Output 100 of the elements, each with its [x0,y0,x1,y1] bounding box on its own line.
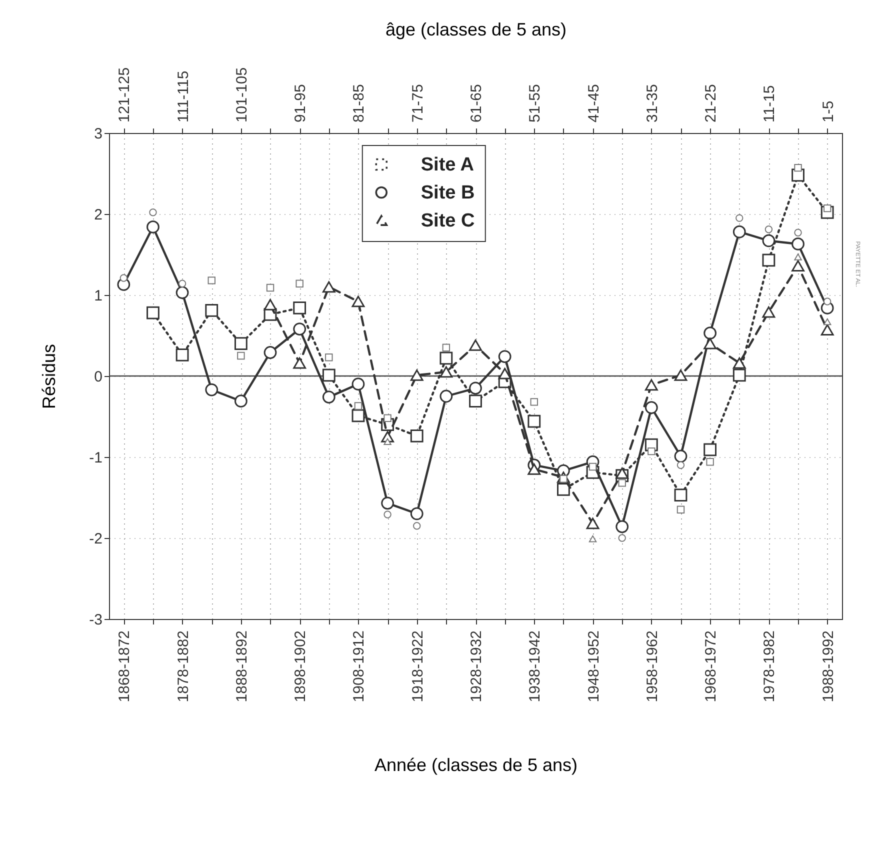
annotation: 71-75 [409,84,426,122]
point [674,488,688,502]
annotation: 1-5 [820,100,837,122]
point [234,337,248,350]
point [732,225,746,238]
annotation: 51-55 [526,84,544,122]
x-tick-label: 1958-1962 [644,630,661,702]
point [586,518,600,530]
point [820,324,834,336]
point [618,479,626,487]
point [676,461,685,469]
point [237,352,245,360]
point [146,306,160,320]
y-tick-label: 3 [94,126,102,142]
point [264,346,277,359]
point [704,443,717,456]
point [440,390,453,403]
point [264,299,277,310]
point [644,379,658,391]
point [176,348,189,362]
point [792,260,804,272]
point [823,318,832,326]
point [354,402,362,410]
x-tick-label: 1978-1982 [761,630,778,702]
point [616,468,629,479]
point [410,507,424,520]
point [588,462,597,471]
annotation: 31-35 [644,84,661,122]
point [674,370,688,381]
point [528,414,541,428]
x-tick-label: 1928-1932 [468,630,485,702]
point [352,409,365,422]
x-tick-label: 1968-1972 [702,630,720,702]
point [149,208,157,216]
point [146,220,160,234]
point [410,429,424,442]
point [384,414,392,422]
annotation: 21-25 [702,84,720,122]
point [322,390,336,404]
y-tick-label: 1 [94,288,102,304]
x-tick-label: 1908-1912 [350,630,368,702]
point [469,382,482,395]
point [176,286,189,300]
x-tick-label: 1878-1882 [174,630,192,702]
annotation: 91-95 [292,84,310,122]
point [644,401,658,414]
point [440,352,453,365]
annotation: 121-125 [116,67,134,122]
point [648,447,656,456]
x-axis-title: Année (classes de 5 ans) [374,755,578,776]
point [178,280,186,288]
point [764,226,773,234]
point [530,398,538,406]
x-tick-label: 1988-1992 [820,630,837,702]
point [557,482,570,496]
point [618,534,626,542]
point [823,298,832,306]
annotation: 41-45 [585,84,602,122]
y-tick-label: -2 [89,530,102,548]
annotation: 111-115 [174,70,192,122]
point [736,214,744,222]
x-tick-label: 1888-1892 [233,630,250,702]
point [794,228,802,236]
point [208,276,216,284]
x-tick-label: 1938-1942 [526,630,544,702]
x-tick-label: 1918-1922 [409,630,426,702]
point [704,326,717,340]
point [676,506,685,514]
point [794,164,802,172]
legend-label: Site B [420,182,475,204]
point [296,280,304,288]
annotation: 81-85 [350,84,368,122]
point [120,274,128,282]
x-tick-label: 1948-1952 [585,630,602,702]
point [293,322,306,336]
point [293,357,306,369]
legend-label: Site A [420,154,474,176]
x-tick-label: 1898-1902 [292,630,310,702]
point [352,296,365,308]
point [322,368,336,382]
point [469,394,482,408]
y-tick-label: 2 [94,206,102,224]
point [762,306,776,318]
point [528,463,541,475]
point [442,344,450,352]
point [381,496,394,510]
point [325,354,333,362]
y-tick-label: -1 [89,450,102,466]
point [469,340,482,351]
point [762,254,776,267]
x2-axis-title: âge (classes de 5 ans) [385,19,567,40]
point [762,234,776,248]
point [205,383,218,396]
point [440,366,453,378]
point [413,522,421,530]
point [792,238,804,250]
point [674,450,688,463]
point [498,350,512,363]
point [352,378,365,391]
x-tick-label: 1868-1872 [116,630,134,702]
